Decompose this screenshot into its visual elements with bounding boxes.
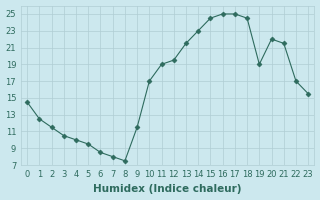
X-axis label: Humidex (Indice chaleur): Humidex (Indice chaleur) [93,184,242,194]
